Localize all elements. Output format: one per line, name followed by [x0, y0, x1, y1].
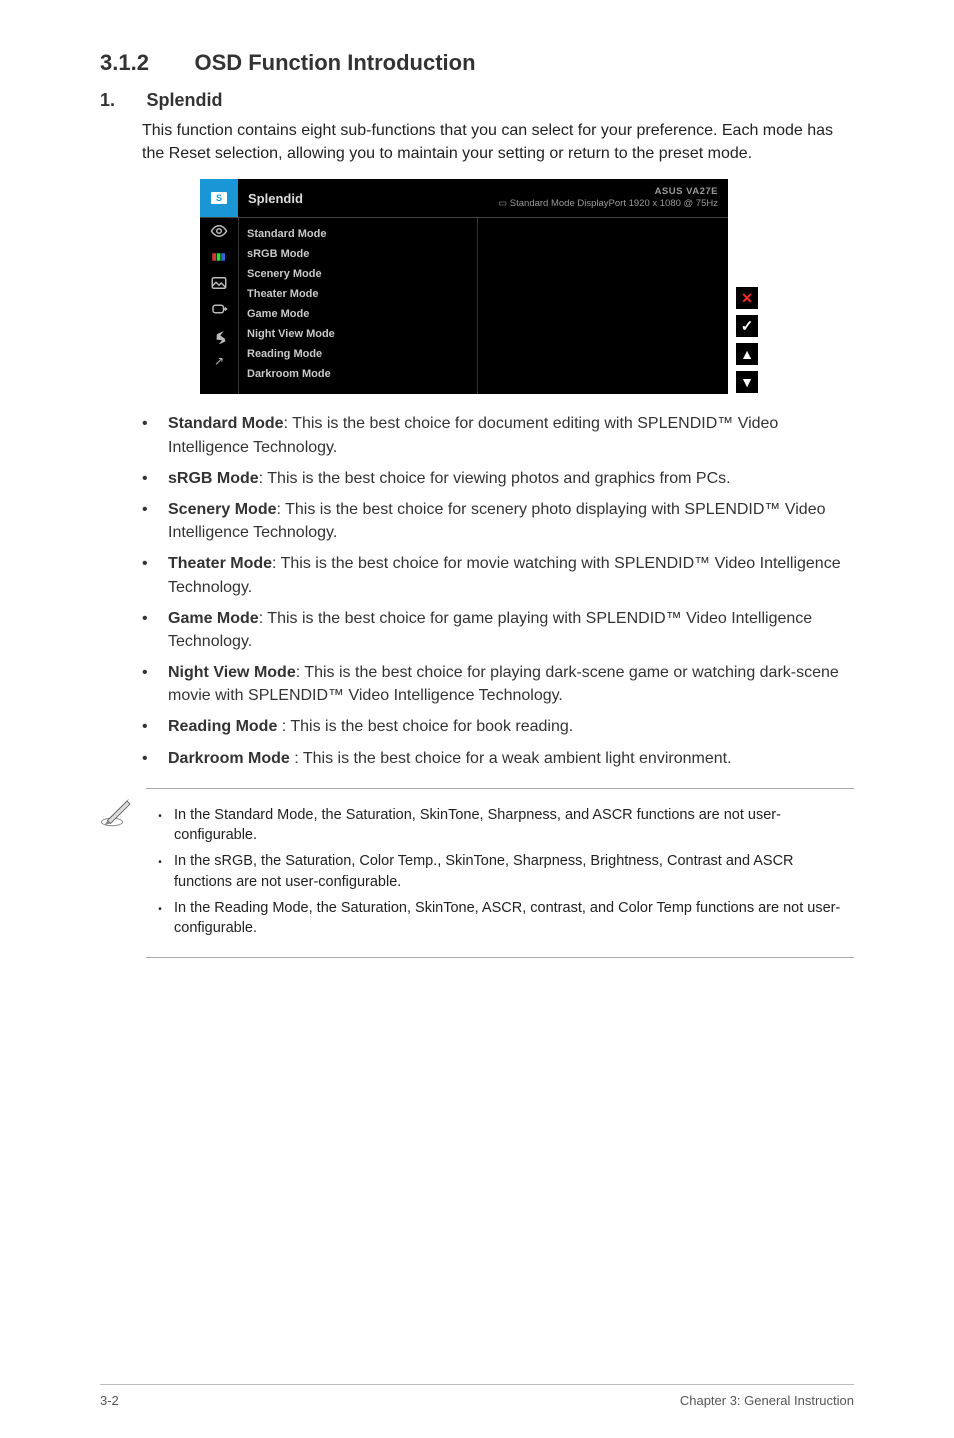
note-item: •In the Standard Mode, the Saturation, S… — [146, 805, 854, 846]
osd-item: Night View Mode — [247, 324, 477, 344]
osd-header: S Splendid ASUS VA27E ▭ Standard Mode Di… — [200, 179, 728, 218]
osd-preview-pane — [478, 218, 728, 394]
page-number: 3-2 — [100, 1393, 119, 1408]
list-item: •Standard Mode: This is the best choice … — [142, 412, 854, 458]
eye-icon — [200, 218, 238, 244]
subsection-number: 1. — [100, 90, 142, 111]
section-number: 3.1.2 — [100, 50, 190, 76]
osd-down-button[interactable]: ▼ — [736, 371, 758, 393]
osd-item: Reading Mode — [247, 344, 477, 364]
settings-icon — [200, 322, 238, 348]
osd-status: ASUS VA27E ▭ Standard Mode DisplayPort 1… — [498, 186, 718, 211]
subsection-heading: 1. Splendid — [100, 90, 854, 111]
image-icon — [200, 270, 238, 296]
section-heading: 3.1.2 OSD Function Introduction — [100, 50, 854, 76]
osd-brand: ASUS VA27E — [498, 186, 718, 198]
osd-status-text: Standard Mode DisplayPort 1920 x 1080 @ … — [510, 198, 718, 209]
osd-title: Splendid — [248, 191, 303, 206]
intro-paragraph: This function contains eight sub-functio… — [142, 119, 854, 165]
osd-control-buttons: ✕ ✓ ▲ ▼ — [736, 287, 760, 393]
subsection-title: Splendid — [146, 90, 222, 111]
osd-item: Scenery Mode — [247, 264, 477, 284]
input-icon — [200, 296, 238, 322]
page-footer: 3-2 Chapter 3: General Instruction — [100, 1384, 854, 1408]
list-item: •Reading Mode : This is the best choice … — [142, 715, 854, 738]
osd-item: Theater Mode — [247, 284, 477, 304]
note-block: •In the Standard Mode, the Saturation, S… — [100, 788, 854, 958]
splendid-tab-icon: S — [200, 179, 238, 217]
osd-confirm-button[interactable]: ✓ — [736, 315, 758, 337]
note-item: •In the sRGB, the Saturation, Color Temp… — [146, 851, 854, 892]
osd-item: Standard Mode — [247, 224, 477, 244]
color-icon — [200, 244, 238, 270]
osd-item: sRGB Mode — [247, 244, 477, 264]
list-item: •sRGB Mode: This is the best choice for … — [142, 467, 854, 490]
list-item: •Theater Mode: This is the best choice f… — [142, 552, 854, 598]
list-item: •Darkroom Mode : This is the best choice… — [142, 747, 854, 770]
note-item: •In the Reading Mode, the Saturation, Sk… — [146, 898, 854, 939]
pencil-icon — [100, 788, 146, 833]
list-item: •Game Mode: This is the best choice for … — [142, 607, 854, 653]
osd-item: Darkroom Mode — [247, 364, 477, 384]
list-item: •Night View Mode: This is the best choic… — [142, 661, 854, 707]
section-title: OSD Function Introduction — [194, 50, 475, 76]
shortcut-icon: ↗ — [200, 348, 238, 374]
osd-mode-list: Standard Mode sRGB Mode Scenery Mode The… — [238, 218, 478, 394]
list-item: •Scenery Mode: This is the best choice f… — [142, 498, 854, 544]
mode-descriptions: •Standard Mode: This is the best choice … — [142, 412, 854, 769]
osd-up-button[interactable]: ▲ — [736, 343, 758, 365]
osd-close-button[interactable]: ✕ — [736, 287, 758, 309]
osd-screenshot: S Splendid ASUS VA27E ▭ Standard Mode Di… — [200, 179, 760, 394]
osd-item: Game Mode — [247, 304, 477, 324]
osd-sidebar: ↗ — [200, 218, 238, 394]
chapter-label: Chapter 3: General Instruction — [680, 1393, 854, 1408]
